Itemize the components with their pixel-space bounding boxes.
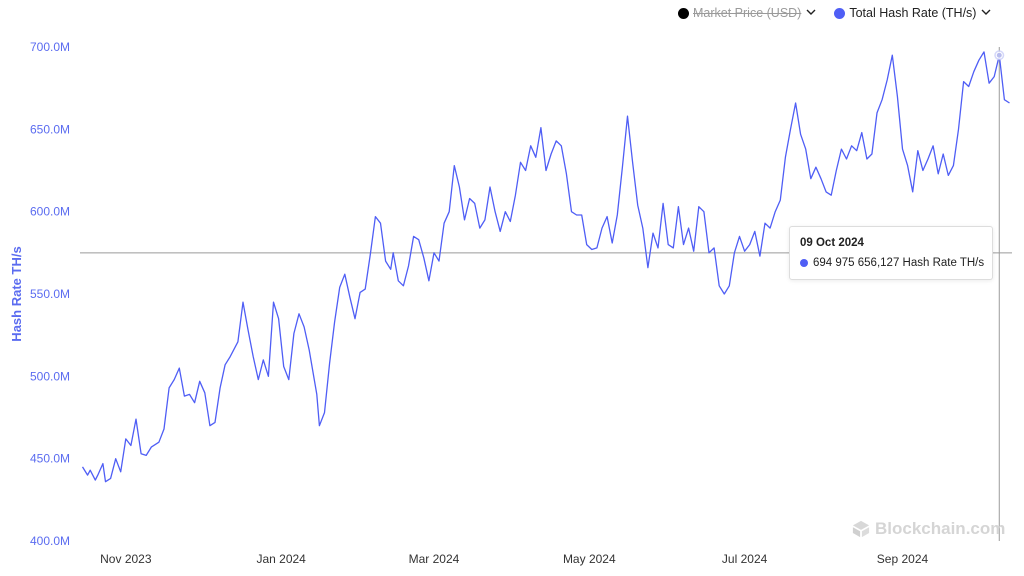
watermark-text: Blockchain.com (875, 519, 1006, 538)
y-tick-labels: 400.0M 450.0M 500.0M 550.0M 600.0M 650.0M 700.… (30, 40, 70, 548)
x-tick-label: Jul 2024 (722, 552, 768, 566)
hover-marker (995, 51, 1003, 59)
crosshair (80, 47, 1012, 541)
watermark: Blockchain.com (852, 519, 1005, 539)
x-tick-label: Nov 2023 (100, 552, 152, 566)
legend-item-hash-rate[interactable]: Total Hash Rate (TH/s) (834, 6, 991, 20)
x-tick-label: Sep 2024 (877, 552, 929, 566)
chevron-down-icon[interactable] (981, 7, 991, 19)
x-tick-label: Mar 2024 (409, 552, 460, 566)
chevron-down-icon[interactable] (806, 7, 816, 19)
tooltip: 09 Oct 2024 694 975 656,127 Hash Rate TH… (789, 226, 993, 280)
x-tick-label: May 2024 (563, 552, 616, 566)
hash-rate-dot-icon (834, 7, 846, 19)
legend-label-hash-rate: Total Hash Rate (TH/s) (849, 6, 977, 20)
y-tick-label: 400.0M (30, 534, 70, 548)
legend: Market Price (USD) Total Hash Rate (TH/s… (678, 6, 991, 20)
tooltip-value: 694 975 656,127 Hash Rate TH/s (813, 257, 985, 269)
tooltip-row: 694 975 656,127 Hash Rate TH/s (800, 257, 984, 269)
y-tick-label: 450.0M (30, 452, 70, 466)
y-tick-label: 700.0M (30, 40, 70, 54)
series-dot-icon (800, 259, 808, 267)
x-tick-labels: Nov 2023 Jan 2024 Mar 2024 May 2024 Jul 2024… (100, 552, 928, 566)
blockchain-logo-icon (852, 520, 870, 538)
y-tick-label: 500.0M (30, 369, 70, 383)
y-tick-label: 600.0M (30, 205, 70, 219)
legend-label-market-price: Market Price (USD) (693, 6, 802, 20)
y-axis-title: Hash Rate TH/s (9, 246, 24, 341)
series-line-hash-rate (81, 51, 1010, 483)
market-price-dot-icon (678, 7, 689, 19)
y-tick-label: 650.0M (30, 122, 70, 136)
series-lines (81, 51, 1010, 483)
hover-marker-group (994, 50, 1005, 61)
x-tick-label: Jan 2024 (256, 552, 306, 566)
y-axis-title-group: Hash Rate TH/s (9, 246, 24, 341)
legend-item-market-price[interactable]: Market Price (USD) (678, 6, 816, 20)
tooltip-date: 09 Oct 2024 (800, 237, 864, 249)
y-tick-label: 550.0M (30, 287, 70, 301)
